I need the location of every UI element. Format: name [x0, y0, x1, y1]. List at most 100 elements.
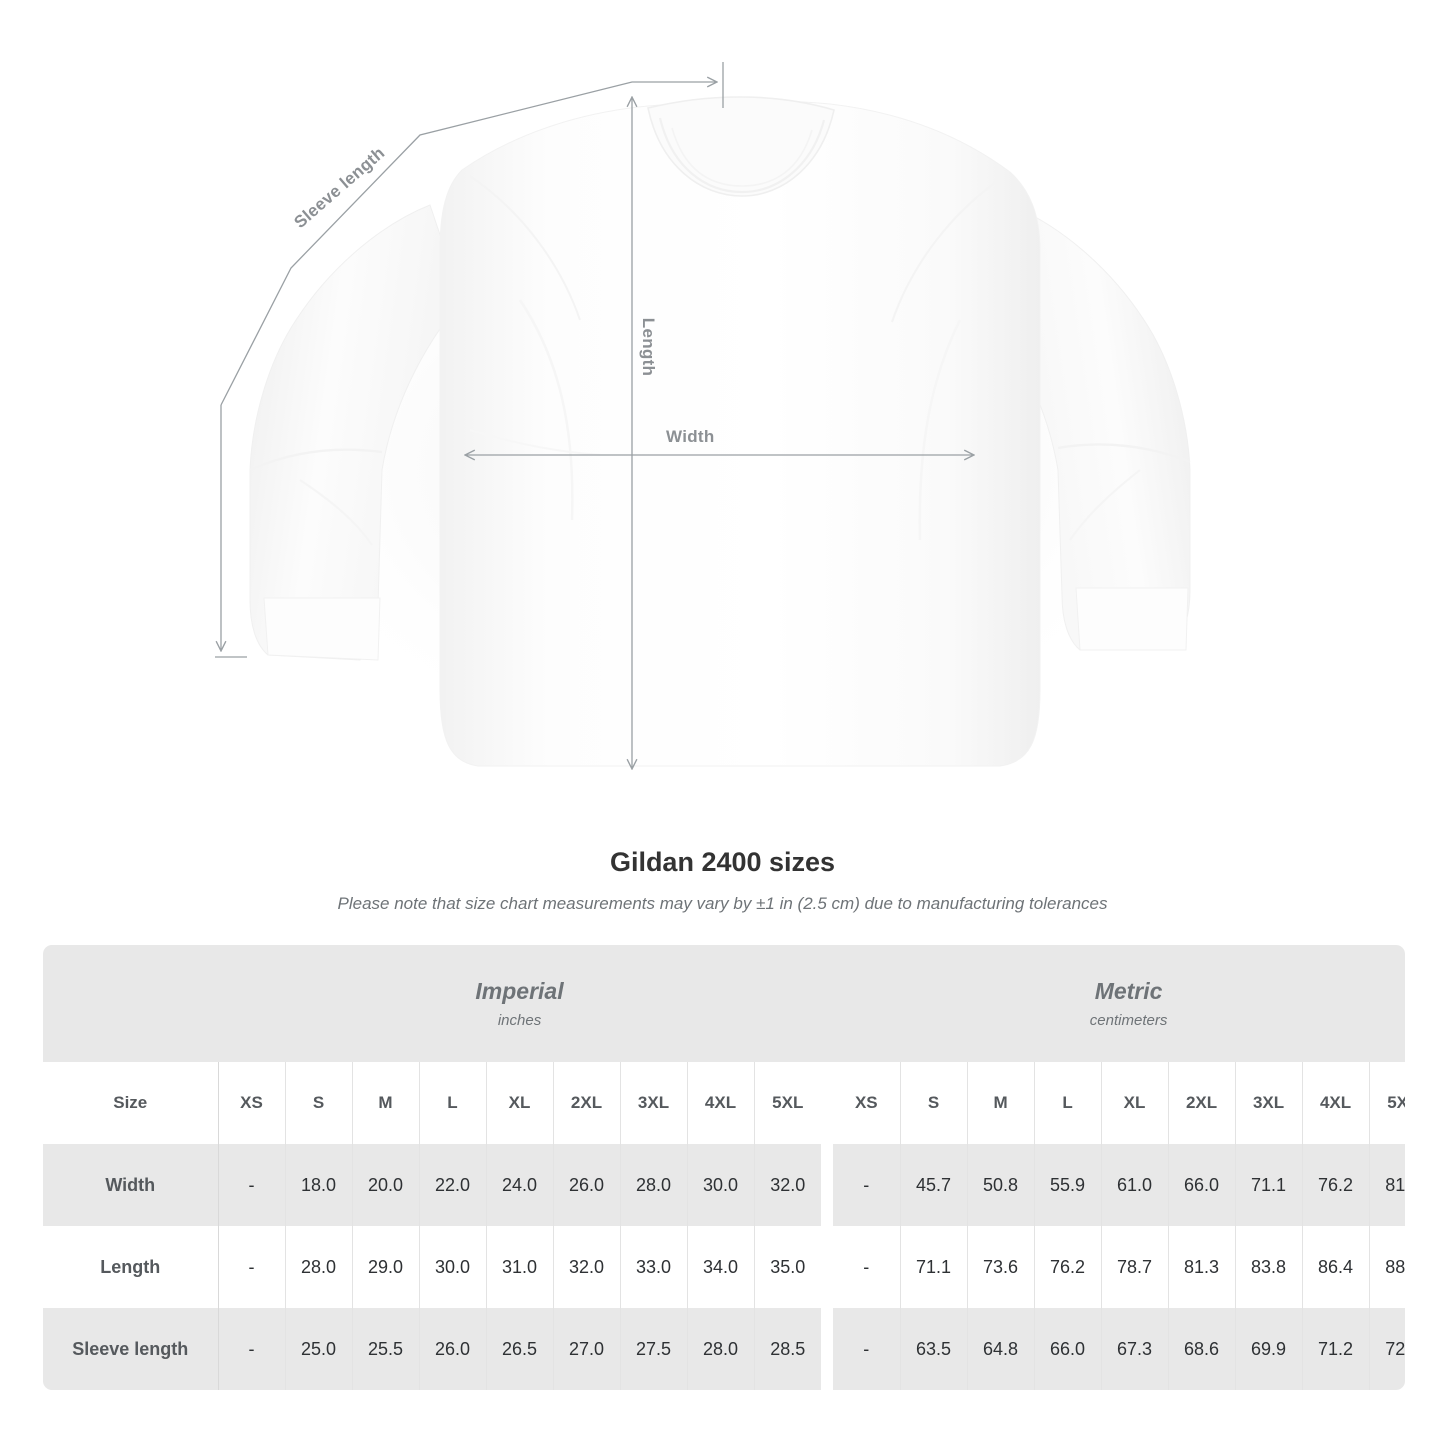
cell-metric: 66.0 — [1168, 1144, 1236, 1226]
size-col-metric-s: S — [900, 1062, 968, 1144]
cell-metric: - — [833, 1308, 901, 1390]
cell-metric: 63.5 — [900, 1308, 968, 1390]
system-separator — [821, 1144, 834, 1226]
system-separator — [821, 1062, 834, 1144]
cell-metric: 71.1 — [900, 1226, 968, 1308]
size-col-imperial-l: L — [419, 1062, 487, 1144]
table-row: Length -28.0 29.0 30.0 31.0 32.0 33.0 34.0 35.0-… — [43, 1226, 1405, 1308]
system-header-imperial: Imperial inches — [218, 945, 822, 1062]
cell-imperial: 18.0 — [285, 1144, 353, 1226]
length-label: Length — [639, 317, 659, 377]
size-col-metric-4xl: 4XL — [1302, 1062, 1370, 1144]
row-label-width: Width — [43, 1144, 219, 1226]
cell-imperial: 24.0 — [486, 1144, 554, 1226]
cell-imperial: 20.0 — [352, 1144, 420, 1226]
cell-metric: 71.1 — [1235, 1144, 1303, 1226]
cell-imperial: 31.0 — [486, 1226, 554, 1308]
system-unit: inches — [497, 1011, 542, 1029]
garment-diagram: Sleeve length Length Width — [215, 62, 1191, 770]
cell-imperial: 22.0 — [419, 1144, 487, 1226]
cell-imperial: 30.0 — [419, 1226, 487, 1308]
sleeve-length-diagonal — [220, 82, 716, 406]
system-banner-row: Imperial inches Metric centimeters — [43, 945, 1405, 1062]
size-col-imperial-4xl: 4XL — [687, 1062, 755, 1144]
cell-imperial: 28.5 — [754, 1308, 822, 1390]
tolerance-note: Please note that size chart measurements… — [337, 894, 1108, 913]
cell-metric: 83.8 — [1235, 1226, 1303, 1308]
system-name: Metric — [1094, 977, 1163, 1004]
cell-metric: 55.9 — [1034, 1144, 1102, 1226]
size-col-imperial-xs: XS — [218, 1062, 286, 1144]
size-col-metric-2xl: 2XL — [1168, 1062, 1236, 1144]
chart-caption: Gildan 2400 sizes Please note that size … — [0, 845, 1445, 915]
page-title: Gildan 2400 sizes — [609, 847, 836, 877]
cell-imperial: 35.0 — [754, 1226, 822, 1308]
size-header-label: Size — [43, 1062, 219, 1144]
cell-imperial: 30.0 — [687, 1144, 755, 1226]
size-col-metric-xl: XL — [1101, 1062, 1169, 1144]
width-label: Width — [666, 427, 715, 446]
size-chart-table: Imperial inches Metric centimeters Size XS S M L… — [43, 945, 1405, 1390]
cell-imperial: - — [218, 1226, 286, 1308]
cell-metric: 72.5 — [1369, 1308, 1405, 1390]
size-table: Imperial inches Metric centimeters Size XS S M L… — [43, 945, 1405, 1390]
row-label-sleeve-length: Sleeve length — [43, 1308, 219, 1390]
cell-metric: 64.8 — [967, 1308, 1035, 1390]
cell-metric: 50.8 — [967, 1144, 1035, 1226]
cell-imperial: 26.0 — [553, 1144, 621, 1226]
cell-metric: 61.0 — [1101, 1144, 1169, 1226]
system-banner-spacer — [43, 945, 218, 1062]
cell-imperial: 26.5 — [486, 1308, 554, 1390]
cell-metric: - — [833, 1144, 901, 1226]
cell-imperial: 33.0 — [620, 1226, 688, 1308]
cell-imperial: 28.0 — [687, 1308, 755, 1390]
cell-metric: - — [833, 1226, 901, 1308]
size-col-imperial-5xl: 5XL — [754, 1062, 822, 1144]
size-col-metric-m: M — [967, 1062, 1035, 1144]
cell-metric: 86.4 — [1302, 1226, 1370, 1308]
system-header-metric: Metric centimeters — [821, 945, 1405, 1062]
system-separator — [821, 1308, 834, 1390]
size-col-imperial-2xl: 2XL — [553, 1062, 621, 1144]
size-col-metric-xs: XS — [833, 1062, 901, 1144]
cell-metric: 88.9 — [1369, 1226, 1405, 1308]
measure-guides — [215, 62, 973, 768]
cell-imperial: 34.0 — [687, 1226, 755, 1308]
row-label-length: Length — [43, 1226, 219, 1308]
cell-metric: 45.7 — [900, 1144, 968, 1226]
shirt-body — [249, 96, 1191, 767]
cell-metric: 73.6 — [967, 1226, 1035, 1308]
size-col-metric-5xl: 5XL — [1369, 1062, 1405, 1144]
table-row: Sleeve length -25.0 25.5 26.0 26.5 27.0 27.5 28… — [43, 1308, 1405, 1390]
cell-metric: 81.3 — [1369, 1144, 1405, 1226]
shirt-illustration — [215, 62, 1191, 770]
table-row: Width -18.0 20.0 22.0 24.0 26.0 28.0 30.0 32.0-4… — [43, 1144, 1405, 1226]
system-unit: centimeters — [1089, 1011, 1168, 1029]
cell-imperial: 28.0 — [620, 1144, 688, 1226]
cell-imperial: 27.5 — [620, 1308, 688, 1390]
cell-metric: 76.2 — [1302, 1144, 1370, 1226]
size-header-row: Size XS S M L XL 2XL 3XL 4XL 5XL XS S M L XL 2XL 3XL 4XL 5… — [43, 1062, 1405, 1144]
size-col-imperial-s: S — [285, 1062, 353, 1144]
cell-imperial: - — [218, 1308, 286, 1390]
cell-imperial: - — [218, 1144, 286, 1226]
cell-imperial: 32.0 — [754, 1144, 822, 1226]
size-col-imperial-xl: XL — [486, 1062, 554, 1144]
system-separator — [821, 1226, 834, 1308]
size-col-imperial-3xl: 3XL — [620, 1062, 688, 1144]
cell-metric: 78.7 — [1101, 1226, 1169, 1308]
cell-imperial: 26.0 — [419, 1308, 487, 1390]
system-name: Imperial — [475, 977, 564, 1004]
cell-imperial: 29.0 — [352, 1226, 420, 1308]
size-col-metric-3xl: 3XL — [1235, 1062, 1303, 1144]
cell-imperial: 27.0 — [553, 1308, 621, 1390]
cell-metric: 69.9 — [1235, 1308, 1303, 1390]
cell-imperial: 28.0 — [285, 1226, 353, 1308]
cell-metric: 71.2 — [1302, 1308, 1370, 1390]
cell-metric: 67.3 — [1101, 1308, 1169, 1390]
cell-metric: 81.3 — [1168, 1226, 1236, 1308]
cell-metric: 66.0 — [1034, 1308, 1102, 1390]
cell-imperial: 32.0 — [553, 1226, 621, 1308]
cell-imperial: 25.0 — [285, 1308, 353, 1390]
size-col-imperial-m: M — [352, 1062, 420, 1144]
